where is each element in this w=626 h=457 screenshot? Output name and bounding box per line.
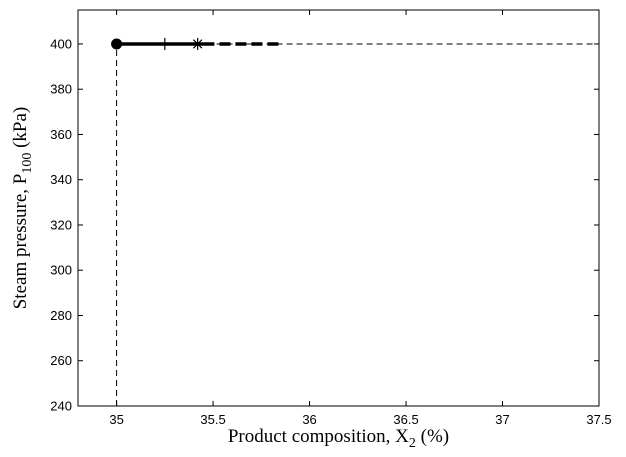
x-tick-label: 35	[109, 412, 123, 427]
x-tick-label: 36	[302, 412, 316, 427]
x-tick-label: 37.5	[586, 412, 611, 427]
x-tick-label: 35.5	[200, 412, 225, 427]
start-point-marker	[111, 38, 123, 50]
y-tick-label: 260	[50, 353, 72, 368]
plot-content	[111, 37, 599, 406]
x-axis: 35 35.5 36 36.5 37 37.5	[109, 10, 612, 427]
x-axis-label-main: Product composition, X	[228, 426, 409, 447]
plot-frame	[77, 9, 600, 407]
x-axis-label-subscript: 2	[409, 436, 416, 451]
y-tick-label: 400	[50, 36, 72, 51]
y-tick-label: 380	[50, 82, 72, 97]
y-axis-label-subscript: 100	[20, 153, 35, 174]
y-tick-label: 360	[50, 127, 72, 142]
y-tick-label: 320	[50, 217, 72, 232]
y-axis-label-main: Steam pressure, P	[10, 174, 31, 310]
y-axis-label: Steam pressure, P100 (kPa)	[10, 107, 35, 310]
x-tick-label: 37	[495, 412, 509, 427]
y-tick-label: 240	[50, 399, 72, 414]
y-axis-label-unit: (kPa)	[10, 107, 31, 153]
y-tick-label: 280	[50, 308, 72, 323]
x-tick-label: 36.5	[393, 412, 418, 427]
x-axis-label: Product composition, X2 (%)	[228, 426, 449, 451]
y-tick-label: 300	[50, 263, 72, 278]
y-axis: 240 260 280 300 320 340 360 380 400	[50, 36, 599, 414]
x-axis-label-unit: (%)	[416, 426, 449, 447]
plus-marker	[158, 37, 171, 50]
y-tick-label: 340	[50, 172, 72, 187]
asterisk-marker	[191, 37, 204, 50]
